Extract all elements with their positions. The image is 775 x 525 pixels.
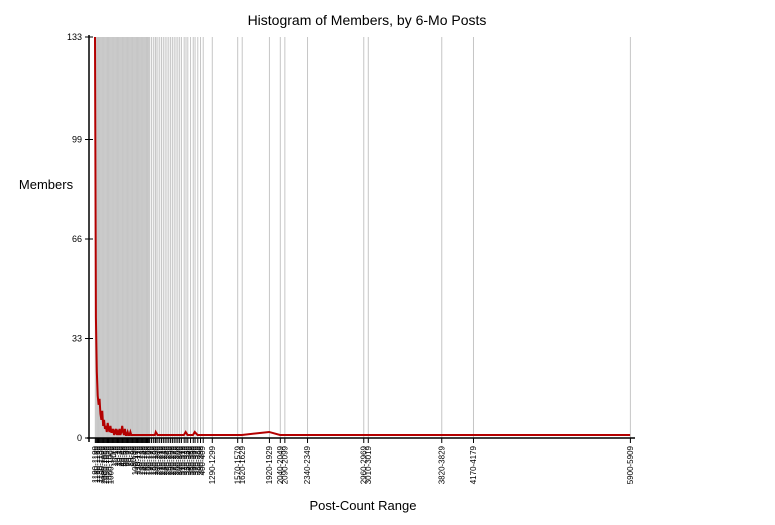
- x-tick-label: 50-59: [120, 445, 129, 466]
- x-tick-label: 1100-1109: [98, 445, 107, 483]
- x-tick-label: 90-99: [129, 445, 138, 466]
- x-axis-title: Post-Count Range: [310, 498, 417, 513]
- x-tick-label: 260-269: [167, 445, 176, 475]
- x-tick-label: 310-319: [178, 445, 187, 475]
- series-group: [94, 36, 631, 436]
- x-tick-label: 400-409: [198, 445, 207, 475]
- x-tick-label: 240-249: [162, 445, 171, 475]
- x-tick-label: 2090-2099: [281, 445, 290, 484]
- x-tick-label: 390-399: [196, 445, 205, 475]
- x-tick-label: 320-329: [180, 445, 189, 475]
- chart-title: Histogram of Members, by 6-Mo Posts: [248, 12, 487, 28]
- x-tick-label: 10-19: [111, 445, 120, 466]
- x-tick-label: 3820-3829: [437, 445, 446, 484]
- x-tick-label: 270-279: [169, 445, 178, 475]
- x-tick-label: 2960-2969: [359, 445, 368, 484]
- x-tick-label: 200-209: [153, 445, 162, 475]
- x-tick-label: 1020-1029: [104, 445, 113, 484]
- x-tick-label: 230-239: [160, 445, 169, 475]
- y-ticks: 0 33 66 99 133: [67, 32, 93, 443]
- x-tick-label: 80-89: [127, 445, 136, 466]
- x-tick-label: 150-159: [142, 445, 151, 475]
- x-tick-label: 340-349: [185, 445, 194, 475]
- x-tick-label: 1160-1169: [93, 445, 102, 483]
- x-tick-label: 1570-1579: [233, 445, 242, 484]
- x-tick-label: 0-9: [109, 445, 118, 457]
- x-tick-label: 1080-1089: [100, 445, 109, 484]
- x-tick-label: 360-369: [189, 445, 198, 475]
- x-tick-label: 5900-5909: [626, 445, 635, 484]
- x-tick-label: 100-109: [131, 445, 140, 475]
- x-tick-label: 190-199: [151, 445, 160, 475]
- x-tick-label: 70-79: [124, 445, 133, 466]
- x-tick-label: 170-179: [147, 445, 156, 475]
- x-tick-label: 60-69: [122, 445, 131, 466]
- x-tick-label: 40-49: [118, 445, 127, 466]
- x-tick-label: 1920-1929: [265, 445, 274, 484]
- y-tick-label: 0: [77, 433, 82, 443]
- y-tick-label: 133: [67, 32, 82, 42]
- axes: [87, 35, 635, 442]
- x-tick-label: 30-39: [116, 445, 125, 466]
- x-tick-label: 180-189: [149, 445, 158, 475]
- grid-lines: [94, 37, 631, 438]
- x-tick-label: 3010-3019: [364, 445, 373, 484]
- x-tick-label: 130-139: [138, 445, 147, 475]
- x-tick-label: 1000-1009: [107, 445, 116, 484]
- x-tick-label: 380-389: [194, 445, 203, 475]
- x-tick-label: 120-129: [136, 445, 145, 475]
- x-tick-label: 20-29: [113, 445, 122, 466]
- x-tick-label: 110-119: [133, 445, 142, 474]
- y-tick-label: 99: [72, 135, 82, 145]
- x-tick-label: 2040-2049: [276, 445, 285, 484]
- x-tick-label: 1290-1299: [208, 445, 217, 484]
- x-tick-label: 1130-1139: [95, 445, 104, 483]
- x-tick-label: 160-169: [145, 445, 154, 475]
- members-series-line: [94, 36, 631, 436]
- x-tick-label: 1190-1199: [91, 445, 100, 483]
- x-tick-label: 1620-1629: [238, 445, 247, 484]
- x-tick-label: 210-219: [156, 445, 165, 475]
- x-tick-label: 1050-1059: [102, 445, 111, 484]
- y-tick-label: 33: [72, 334, 82, 344]
- x-tick-label: 370-379: [191, 445, 200, 475]
- y-axis-title: Members: [19, 177, 74, 192]
- x-tick-label: 350-359: [187, 445, 196, 475]
- x-tick-label: 250-259: [165, 445, 174, 475]
- x-tick-label: 290-299: [173, 445, 182, 475]
- x-tick-label: 330-339: [182, 445, 191, 475]
- x-tick-label: 220-229: [158, 445, 167, 475]
- y-tick-label: 66: [72, 234, 82, 244]
- x-tick-label: 2340-2349: [303, 445, 312, 484]
- x-tick-label: 140-149: [140, 445, 149, 475]
- x-tick-label: 4170-4179: [469, 445, 478, 484]
- x-tick-label: 280-289: [171, 445, 180, 475]
- x-tick-label: 300-309: [176, 445, 185, 475]
